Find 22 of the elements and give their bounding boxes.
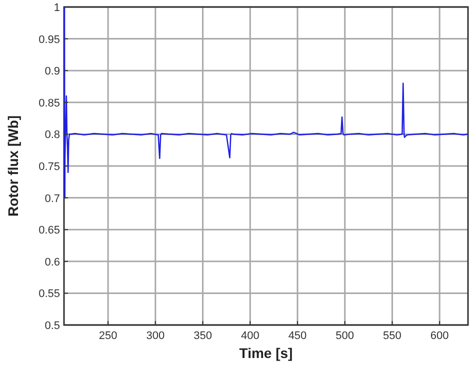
y-tick-label: 0.65 [38, 224, 60, 237]
y-tick-label: 0.6 [44, 256, 60, 268]
y-tick-label: 0.55 [38, 288, 60, 300]
y-tick-label: 1 [54, 2, 60, 14]
x-tick-label: 450 [288, 330, 307, 342]
x-tick-label: 500 [336, 330, 354, 342]
y-tick-label: 0.7 [44, 192, 60, 205]
y-tick-label: 0.8 [44, 129, 60, 142]
y-tick-label: 0.95 [38, 34, 60, 46]
y-tick-label: 0.85 [38, 97, 60, 110]
x-tick-label: 250 [98, 330, 118, 342]
x-tick-label: 300 [146, 330, 165, 342]
x-tick-label: 550 [383, 330, 402, 342]
x-tick-label: 600 [430, 330, 449, 342]
y-tick-label: 0.75 [38, 161, 60, 173]
x-tick-label: 350 [194, 330, 212, 342]
y-tick-label: 0.9 [44, 66, 60, 78]
x-tick-label: 400 [240, 330, 260, 342]
x-axis-title: Time [s] [239, 345, 293, 361]
y-tick-label: 0.5 [44, 320, 60, 332]
line-series [64, 6, 469, 198]
y-axis-title: Rotor flux [Wb] [5, 115, 21, 217]
